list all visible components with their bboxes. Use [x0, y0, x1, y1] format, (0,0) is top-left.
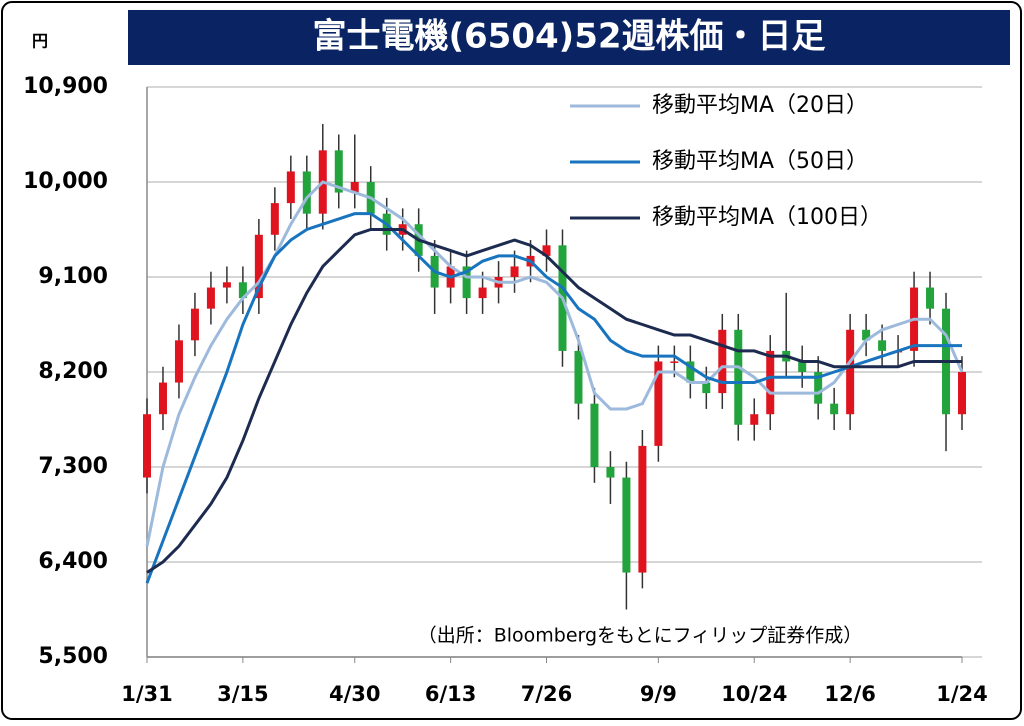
y-tick-label: 10,000	[23, 169, 108, 194]
y-tick-label: 10,900	[23, 74, 108, 99]
candle-body	[334, 150, 343, 193]
candle-body	[958, 372, 966, 415]
y-tick-label: 9,100	[38, 264, 108, 289]
legend-label: 移動平均MA（100日）	[652, 205, 882, 230]
y-tick-label: 7,300	[38, 454, 108, 479]
candle-body	[878, 340, 887, 351]
x-tick-label: 1/24	[936, 682, 988, 706]
candle-body	[510, 266, 519, 277]
candle-body	[542, 245, 551, 256]
candle-body	[270, 203, 279, 235]
ma-line	[145, 212, 962, 584]
candle-body	[846, 329, 855, 415]
candle-body	[222, 282, 231, 288]
candle-body	[862, 329, 871, 341]
candle-body	[686, 361, 695, 383]
candle-body	[302, 171, 311, 214]
candle-body	[926, 287, 935, 309]
title-banner	[128, 10, 1010, 65]
candle-body	[143, 414, 151, 478]
candle-body	[718, 329, 727, 394]
candle-body	[750, 414, 759, 425]
chart-title: 富士電機(6504)52週株価・日足	[312, 17, 825, 57]
candle-body	[350, 182, 359, 193]
candle-body	[814, 372, 823, 404]
candle-body	[670, 361, 679, 363]
x-tick-label: 1/31	[121, 682, 173, 706]
legend-label: 移動平均MA（50日）	[652, 149, 868, 174]
candle-body	[654, 361, 663, 446]
candle-body	[478, 287, 487, 299]
candle-body	[174, 340, 183, 383]
y-tick-label: 6,400	[38, 549, 108, 574]
x-tick-label: 12/6	[824, 682, 876, 706]
candle-body	[638, 445, 647, 573]
x-tick-label: 10/24	[721, 682, 787, 706]
candle-body	[238, 282, 247, 299]
candle-body	[574, 350, 583, 404]
candle-body	[830, 403, 839, 415]
ma-line	[145, 180, 964, 547]
x-tick-label: 6/13	[425, 682, 477, 706]
candle-body	[606, 467, 615, 478]
y-tick-label: 5,500	[38, 644, 108, 669]
x-tick-label: 7/26	[521, 682, 573, 706]
candle-body	[158, 382, 167, 415]
y-unit: 円	[32, 32, 48, 51]
ma-line	[146, 228, 962, 574]
x-tick-label: 3/15	[217, 682, 269, 706]
candle-body	[590, 403, 599, 467]
candle-body	[190, 308, 199, 341]
source-note: （出所：Bloombergをもとにフィリップ証券作成）	[418, 625, 863, 647]
candle-body	[766, 350, 775, 415]
candle-body	[286, 171, 295, 204]
candle-body	[702, 382, 711, 394]
candle-body	[798, 361, 807, 372]
candle-body	[254, 234, 263, 299]
legend-label: 移動平均MA（20日）	[652, 93, 868, 118]
y-tick-label: 8,200	[38, 359, 108, 384]
candle-body	[206, 287, 215, 309]
candle-body	[622, 477, 631, 573]
candle-body	[734, 329, 743, 425]
x-tick-label: 4/30	[329, 682, 381, 706]
candle-body	[462, 266, 471, 299]
x-tick-label: 9/9	[640, 682, 677, 706]
